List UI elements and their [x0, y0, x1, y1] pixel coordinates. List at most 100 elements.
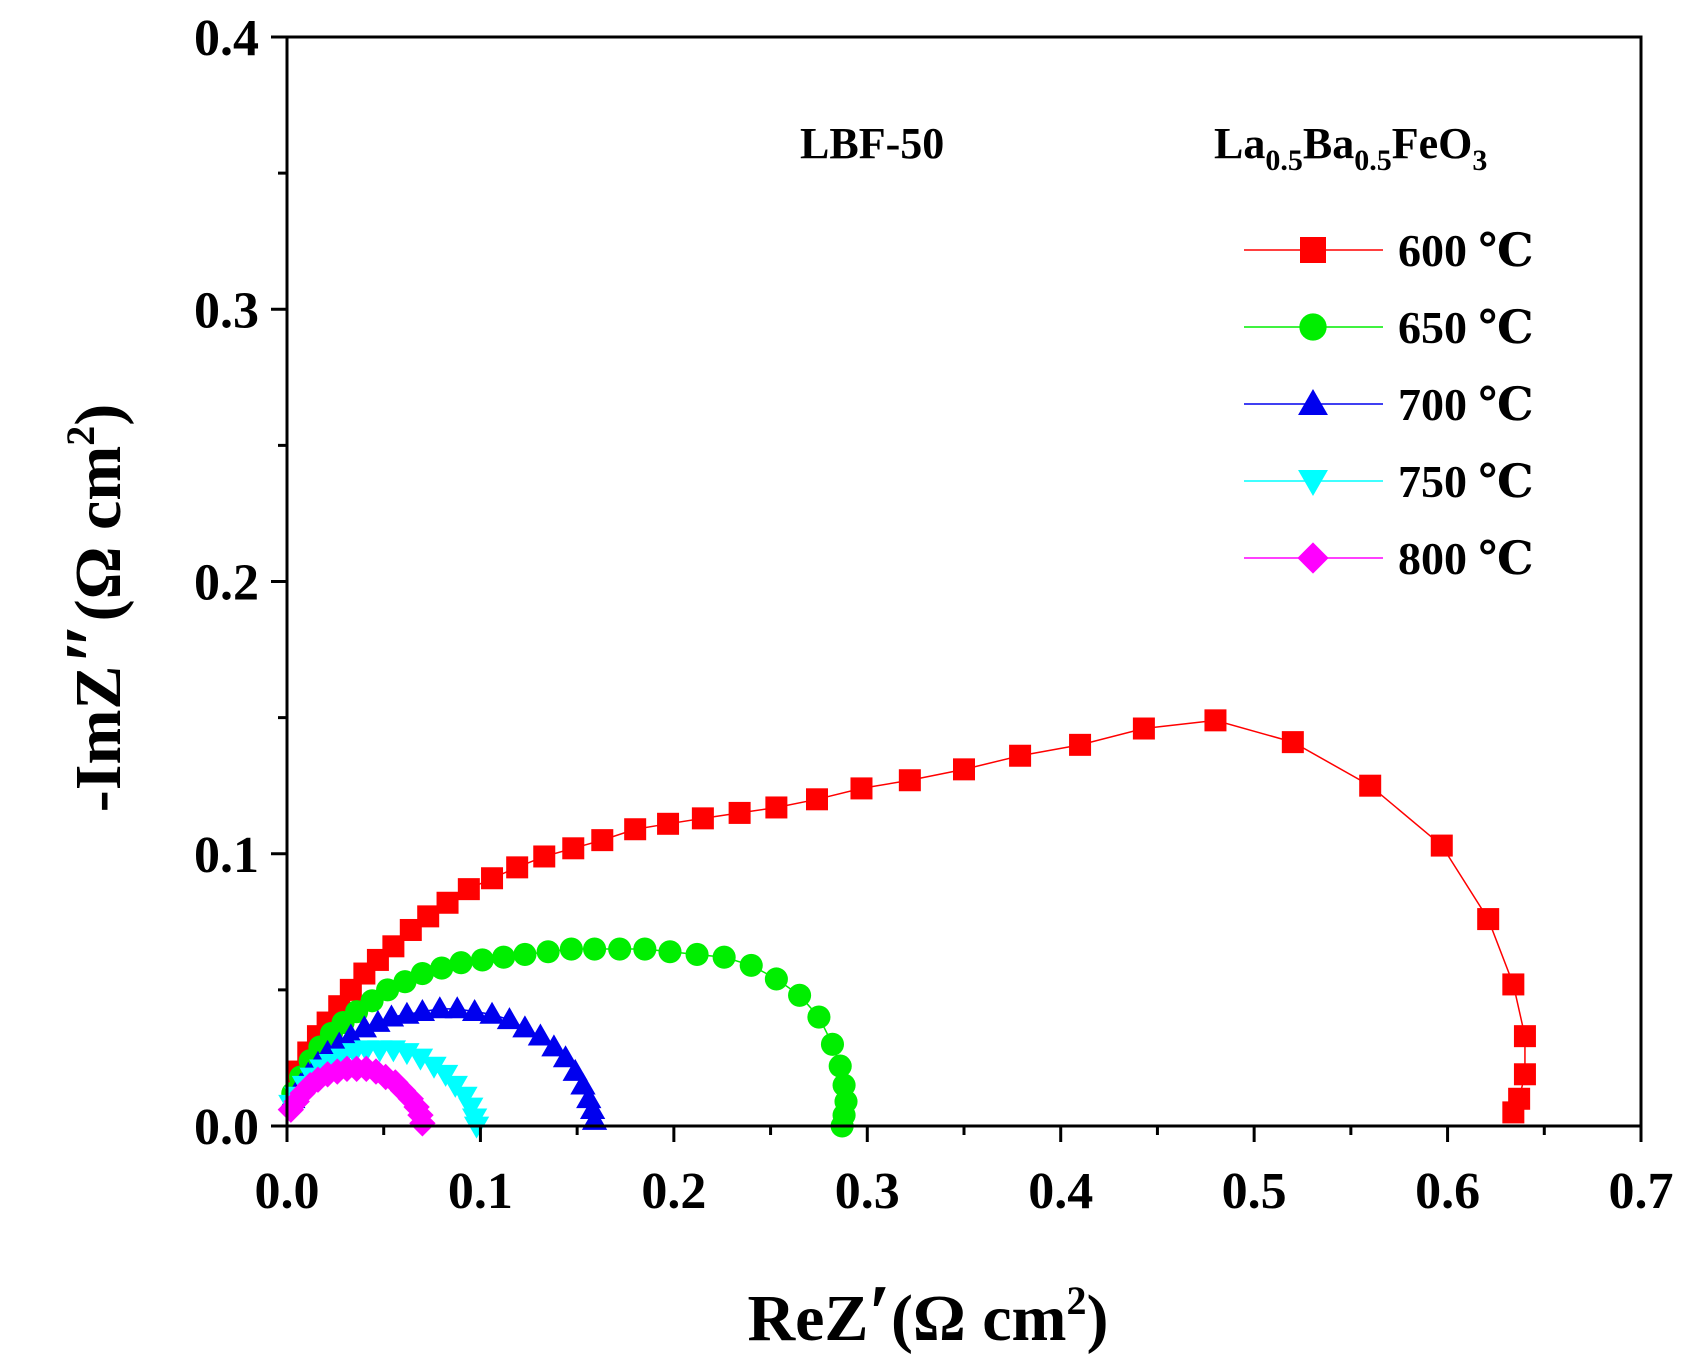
legend-marker [1298, 469, 1328, 496]
data-point [409, 1110, 436, 1137]
plot-area [277, 709, 1536, 1139]
data-point [1502, 973, 1525, 996]
data-point [304, 1066, 332, 1093]
legend-label: 700 ℃ [1398, 379, 1534, 430]
data-point [581, 1107, 608, 1130]
data-point [427, 996, 453, 1019]
data-point [624, 818, 647, 841]
data-point [788, 983, 812, 1007]
data-point [898, 769, 921, 792]
formula-sub2: 0.5 [1354, 144, 1392, 177]
data-point [409, 999, 436, 1022]
data-point [562, 837, 585, 860]
data-point [1009, 744, 1032, 767]
data-point [444, 996, 470, 1019]
legend-marker [1298, 389, 1328, 416]
data-point [283, 1088, 310, 1115]
legend-entry: 800 ℃ [1244, 533, 1534, 584]
x-axis-title-unit-close: ) [1087, 1282, 1109, 1355]
data-point [764, 967, 788, 991]
data-point [461, 999, 488, 1022]
data-point [739, 953, 763, 977]
data-point [807, 1005, 831, 1029]
data-point [496, 1007, 523, 1030]
data-point [579, 1097, 606, 1120]
x-tick-label: 0.2 [641, 1163, 706, 1220]
axis-ticks: 0.0 0.1 0.2 0.3 0.4 0.5 0.6 0.7 0.0 0.1 0.2 0.3 0.4 [194, 10, 1674, 1220]
y-tick-label: 0.3 [194, 282, 259, 339]
formula-sub1: 0.5 [1265, 144, 1303, 177]
formula-sub3: 3 [1472, 144, 1487, 177]
data-point [492, 945, 516, 969]
data-point [552, 1045, 579, 1068]
data-point [463, 1116, 490, 1139]
data-point [513, 942, 537, 967]
data-point [820, 1032, 845, 1056]
data-point [1204, 709, 1227, 732]
x-tick-label: 0.7 [1609, 1163, 1674, 1220]
data-point [410, 961, 434, 986]
data-point [1430, 834, 1453, 857]
x-axis-title-main: ReZ [747, 1282, 868, 1355]
x-tick-label: 0.5 [1222, 1163, 1287, 1220]
x-axis-title-unit: (Ω cm [891, 1282, 1067, 1355]
legend-label: 800 ℃ [1398, 533, 1534, 584]
data-point [591, 829, 614, 852]
data-point [393, 970, 417, 994]
data-point [382, 935, 405, 958]
formula-el1: La [1214, 119, 1265, 168]
data-point [828, 1054, 852, 1078]
data-point [608, 937, 632, 961]
x-axis-title-prime: ′ [868, 1270, 891, 1358]
formula-label: La0.5Ba0.5FeO3 [1214, 119, 1487, 177]
x-axis-title: ReZ′(Ω cm2) [747, 1270, 1108, 1358]
data-point [481, 867, 504, 890]
data-point [691, 807, 714, 830]
data-point [277, 1096, 305, 1123]
data-point [657, 812, 680, 835]
x-axis-title-unit-sup: 2 [1067, 1278, 1087, 1323]
legend-entry: 600 ℃ [1244, 225, 1534, 276]
data-point [953, 758, 975, 781]
legend-label: 650 ℃ [1398, 302, 1534, 353]
series-4 [277, 1055, 436, 1137]
data-point [407, 1048, 434, 1071]
y-tick-label: 0.4 [194, 10, 259, 67]
x-tick-label: 0.4 [1028, 1163, 1093, 1220]
data-point [527, 1023, 554, 1046]
data-point [1069, 733, 1092, 756]
y-tick-label: 0.2 [194, 555, 259, 612]
data-point [658, 940, 682, 964]
y-tick-label: 0.1 [194, 827, 259, 884]
data-point [338, 1023, 364, 1046]
data-point [506, 856, 529, 879]
data-point [1132, 717, 1155, 740]
data-point [533, 845, 556, 868]
legend-label: 600 ℃ [1398, 225, 1534, 276]
data-point [457, 878, 480, 901]
data-point [1477, 908, 1500, 931]
data-point [728, 801, 751, 824]
data-point [1359, 774, 1382, 797]
x-tick-label: 0.6 [1415, 1163, 1480, 1220]
data-point [765, 796, 788, 819]
x-tick-label: 0.0 [255, 1163, 320, 1220]
data-point [1502, 1101, 1525, 1124]
legend-marker [1297, 542, 1329, 574]
y-axis-title-unit-sup: 2 [58, 426, 103, 446]
data-point [430, 956, 454, 980]
y-axis-title-prime: ″ [50, 621, 138, 665]
legend-entry: 700 ℃ [1244, 379, 1534, 430]
y-axis-title: -ImZ″(Ω cm2) [50, 404, 138, 812]
legend-marker [1300, 237, 1326, 263]
data-point [376, 978, 400, 1002]
formula-el3: FeO [1392, 119, 1473, 168]
x-tick-label: 0.1 [448, 1163, 513, 1220]
legend-label: 750 ℃ [1398, 456, 1534, 507]
data-point [850, 777, 873, 800]
data-point [1513, 1063, 1536, 1086]
data-point [633, 937, 657, 961]
data-point [1281, 731, 1304, 754]
